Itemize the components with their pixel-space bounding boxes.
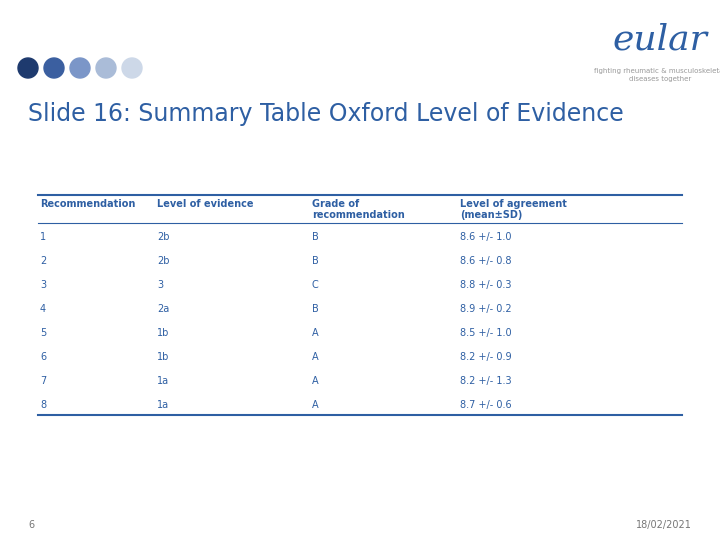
Text: B: B bbox=[312, 232, 319, 242]
Text: 2: 2 bbox=[40, 256, 46, 266]
Text: 3: 3 bbox=[40, 280, 46, 291]
Text: 1: 1 bbox=[40, 232, 46, 242]
Text: recommendation: recommendation bbox=[312, 210, 405, 220]
Text: 8.6 +/- 1.0: 8.6 +/- 1.0 bbox=[460, 232, 511, 242]
Text: Recommendation: Recommendation bbox=[40, 199, 135, 209]
Text: Slide 16: Summary Table Oxford Level of Evidence: Slide 16: Summary Table Oxford Level of … bbox=[28, 102, 624, 126]
Text: 8.9 +/- 0.2: 8.9 +/- 0.2 bbox=[460, 305, 512, 314]
Text: A: A bbox=[312, 400, 319, 410]
Text: 2b: 2b bbox=[157, 232, 169, 242]
Text: B: B bbox=[312, 305, 319, 314]
Text: 1b: 1b bbox=[157, 328, 169, 339]
Text: 7: 7 bbox=[40, 376, 46, 387]
Text: Level of agreement: Level of agreement bbox=[460, 199, 567, 209]
Text: 2a: 2a bbox=[157, 305, 169, 314]
Text: 4: 4 bbox=[40, 305, 46, 314]
Text: 18/02/2021: 18/02/2021 bbox=[636, 520, 692, 530]
Text: 6: 6 bbox=[28, 520, 34, 530]
Text: A: A bbox=[312, 376, 319, 387]
Text: 8.2 +/- 0.9: 8.2 +/- 0.9 bbox=[460, 353, 512, 362]
Text: C: C bbox=[312, 280, 319, 291]
Text: 8.8 +/- 0.3: 8.8 +/- 0.3 bbox=[460, 280, 511, 291]
Circle shape bbox=[70, 58, 90, 78]
Text: 8.6 +/- 0.8: 8.6 +/- 0.8 bbox=[460, 256, 511, 266]
Text: 6: 6 bbox=[40, 353, 46, 362]
Text: 1a: 1a bbox=[157, 400, 169, 410]
Text: 8.7 +/- 0.6: 8.7 +/- 0.6 bbox=[460, 400, 512, 410]
Circle shape bbox=[44, 58, 64, 78]
Text: fighting rheumatic & musculoskeletal
diseases together: fighting rheumatic & musculoskeletal dis… bbox=[594, 68, 720, 82]
Text: A: A bbox=[312, 353, 319, 362]
Circle shape bbox=[96, 58, 116, 78]
Text: Level of evidence: Level of evidence bbox=[157, 199, 253, 209]
Text: B: B bbox=[312, 256, 319, 266]
Text: Grade of: Grade of bbox=[312, 199, 359, 209]
Circle shape bbox=[18, 58, 38, 78]
Text: A: A bbox=[312, 328, 319, 339]
Text: 8: 8 bbox=[40, 400, 46, 410]
Text: 8.5 +/- 1.0: 8.5 +/- 1.0 bbox=[460, 328, 512, 339]
Circle shape bbox=[122, 58, 142, 78]
Text: 1a: 1a bbox=[157, 376, 169, 387]
Text: 3: 3 bbox=[157, 280, 163, 291]
Text: eular: eular bbox=[613, 22, 708, 56]
Text: 2b: 2b bbox=[157, 256, 169, 266]
Text: (mean±SD): (mean±SD) bbox=[460, 210, 523, 220]
Text: 1b: 1b bbox=[157, 353, 169, 362]
Text: 5: 5 bbox=[40, 328, 46, 339]
Text: 8.2 +/- 1.3: 8.2 +/- 1.3 bbox=[460, 376, 512, 387]
